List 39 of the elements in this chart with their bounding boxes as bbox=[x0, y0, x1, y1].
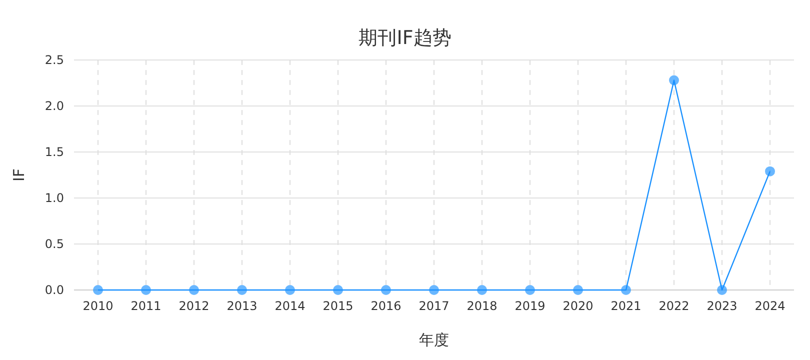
point bbox=[381, 285, 391, 295]
x-tick-label: 2019 bbox=[514, 299, 546, 313]
point bbox=[285, 285, 295, 295]
x-tick-label: 2015 bbox=[322, 299, 354, 313]
y-tick-label: 2.5 bbox=[44, 53, 64, 67]
x-tick-label: 2016 bbox=[370, 299, 402, 313]
y-tick-label: 2.0 bbox=[44, 99, 64, 113]
point bbox=[237, 285, 247, 295]
x-tick-label: 2014 bbox=[274, 299, 306, 313]
point bbox=[573, 285, 583, 295]
y-axis-title: IF bbox=[10, 168, 28, 182]
point bbox=[621, 285, 631, 295]
x-tick-label: 2018 bbox=[466, 299, 498, 313]
point bbox=[717, 285, 727, 295]
x-tick-label: 2022 bbox=[658, 299, 690, 313]
x-tick-label: 2011 bbox=[130, 299, 162, 313]
y-tick-label: 1.5 bbox=[44, 145, 64, 159]
x-tick-label: 2020 bbox=[562, 299, 594, 313]
x-tick-label: 2017 bbox=[418, 299, 450, 313]
point bbox=[477, 285, 487, 295]
y-tick-label: 0.0 bbox=[44, 283, 64, 297]
point bbox=[429, 285, 439, 295]
x-tick-label: 2023 bbox=[706, 299, 738, 313]
point bbox=[525, 285, 535, 295]
y-tick-label: 1.0 bbox=[44, 191, 64, 205]
x-axis-title: 年度 bbox=[419, 331, 449, 349]
point bbox=[765, 166, 775, 176]
x-tick-label: 2012 bbox=[178, 299, 210, 313]
x-tick-label: 2021 bbox=[610, 299, 642, 313]
chart-title: 期刊IF趋势 bbox=[358, 27, 452, 49]
point bbox=[189, 285, 199, 295]
point bbox=[141, 285, 151, 295]
y-tick-label: 0.5 bbox=[44, 237, 64, 251]
point bbox=[333, 285, 343, 295]
x-tick-label: 2024 bbox=[754, 299, 786, 313]
x-tick-label: 2013 bbox=[226, 299, 258, 313]
x-tick-label: 2010 bbox=[82, 299, 114, 313]
point bbox=[669, 75, 679, 86]
point bbox=[93, 285, 103, 295]
